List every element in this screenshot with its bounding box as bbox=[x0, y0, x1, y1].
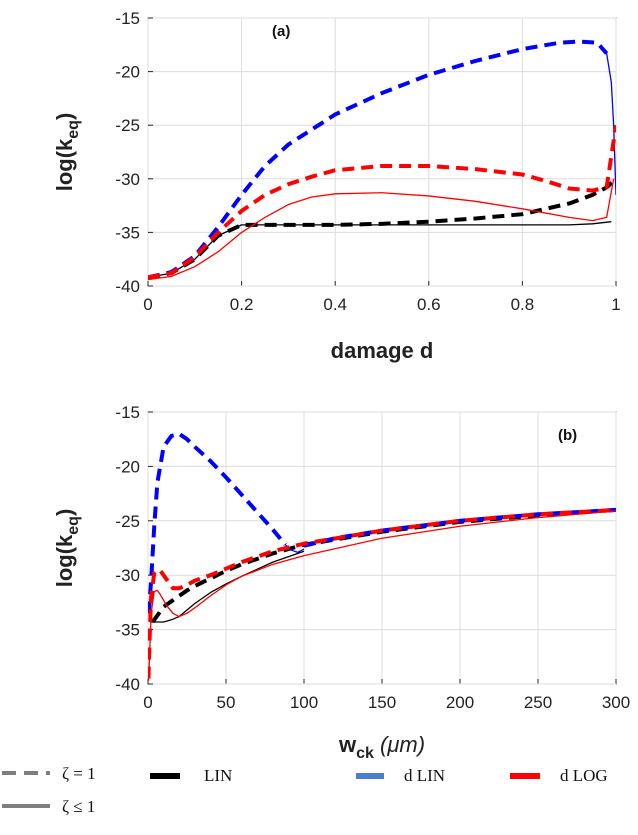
y-tick-label: -35 bbox=[115, 621, 140, 640]
series-line-d-lin-solid bbox=[605, 53, 616, 195]
plot-area-a bbox=[147, 17, 617, 287]
series-group-a bbox=[148, 39, 616, 281]
panel-label-b: (b) bbox=[558, 427, 577, 444]
legend-label-zeta-le-1: ζ ≤ 1 bbox=[62, 797, 95, 816]
y-tick-label: -15 bbox=[115, 403, 140, 422]
x-tick-label: 0.4 bbox=[323, 295, 347, 314]
y-axis-label-b: log(keq) bbox=[52, 509, 82, 588]
x-tick-label: 100 bbox=[290, 693, 318, 712]
legend-entry-d-lin: d LIN bbox=[356, 766, 445, 785]
panel-label-a: (a) bbox=[272, 23, 290, 40]
chart-panel-b: 0 50 100 150 200 250 300 -40 -35 -30 -25 -20 -15 (b)… bbox=[52, 403, 630, 762]
x-tick-label: 0.6 bbox=[417, 295, 441, 314]
x-tick-label: 200 bbox=[446, 693, 474, 712]
legend: ζ = 1 ζ ≤ 1 LIN d LIN d LOG bbox=[2, 764, 608, 816]
y-tick-label: -15 bbox=[115, 9, 140, 28]
legend-label-d-log: d LOG bbox=[560, 766, 608, 785]
y-tick-label: -25 bbox=[115, 116, 140, 135]
y-tick-label: -35 bbox=[115, 223, 140, 242]
series-line-d-lin-dashed bbox=[148, 39, 609, 280]
legend-entry-lin: LIN bbox=[150, 766, 232, 785]
y-tick-label: -30 bbox=[115, 170, 140, 189]
series-group-b bbox=[148, 431, 616, 681]
series-line-d-log-solid bbox=[148, 510, 616, 681]
x-tick-label: 50 bbox=[217, 693, 236, 712]
series-line-lin-solid bbox=[148, 221, 612, 279]
legend-entry-zeta-eq-1: ζ = 1 bbox=[2, 764, 96, 783]
legend-label-lin: LIN bbox=[204, 766, 232, 785]
y-tick-label: -40 bbox=[115, 277, 140, 296]
y-tick-label: -25 bbox=[115, 512, 140, 531]
x-tick-label: 1 bbox=[611, 295, 620, 314]
tick-labels-a: 0 0.2 0.4 0.6 0.8 1 -40 -35 -30 -25 -20 -15 bbox=[115, 9, 620, 314]
x-tick-label: 0.2 bbox=[230, 295, 254, 314]
series-line-d-log-dashed bbox=[148, 124, 616, 280]
x-axis-label-b: wck (μm) bbox=[338, 732, 425, 762]
grid-a bbox=[147, 17, 617, 287]
legend-entry-zeta-le-1: ζ ≤ 1 bbox=[2, 797, 95, 816]
x-tick-label: 150 bbox=[368, 693, 396, 712]
x-tick-label: 300 bbox=[602, 693, 630, 712]
tick-labels-b: 0 50 100 150 200 250 300 -40 -35 -30 -25 -20 -15 bbox=[115, 403, 630, 712]
x-tick-label: 0.8 bbox=[511, 295, 535, 314]
series-line-d-log-dashed bbox=[148, 507, 616, 679]
legend-label-d-lin: d LIN bbox=[404, 766, 445, 785]
y-tick-label: -30 bbox=[115, 566, 140, 585]
x-tick-label: 0 bbox=[143, 295, 152, 314]
y-tick-label: -20 bbox=[115, 63, 140, 82]
y-axis-label-a: log(keq) bbox=[52, 113, 82, 192]
chart-panel-a: 0 0.2 0.4 0.6 0.8 1 -40 -35 -30 -25 -20 -15 (a) dam… bbox=[52, 9, 621, 363]
x-tick-label: 250 bbox=[524, 693, 552, 712]
x-tick-label: 0 bbox=[143, 693, 152, 712]
series-line-d-lin-dashed bbox=[148, 431, 287, 614]
series-line-d-log-solid bbox=[148, 178, 615, 281]
grid-b bbox=[147, 411, 617, 685]
y-tick-label: -40 bbox=[115, 675, 140, 694]
y-tick-label: -20 bbox=[115, 457, 140, 476]
legend-label-zeta-eq-1: ζ = 1 bbox=[62, 764, 96, 783]
x-axis-label-a: damage d bbox=[331, 338, 434, 363]
legend-entry-d-log: d LOG bbox=[510, 766, 608, 785]
